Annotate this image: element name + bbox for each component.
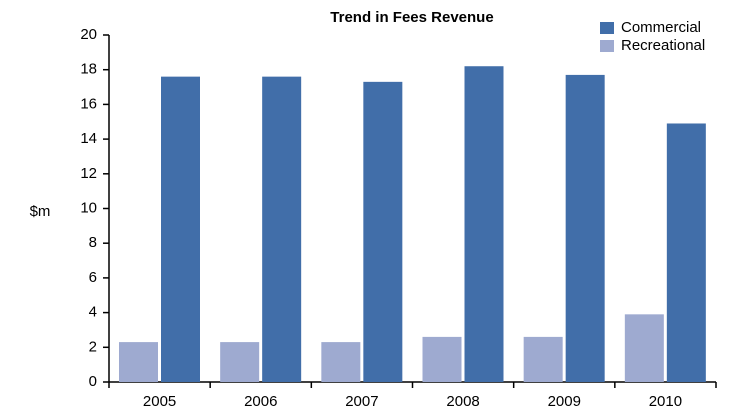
x-tick-label: 2008 (446, 393, 479, 410)
bar (220, 342, 260, 382)
y-tick-label: 2 (89, 338, 97, 355)
x-tick-label: 2006 (244, 393, 277, 410)
y-tick-label: 14 (80, 130, 97, 147)
legend-swatch (600, 22, 614, 34)
bar (161, 76, 200, 382)
y-tick-label: 8 (89, 234, 97, 251)
bar (363, 81, 403, 382)
bar (666, 123, 706, 383)
bar (262, 76, 302, 382)
bar (565, 74, 605, 382)
x-tick-label: 2007 (345, 393, 378, 410)
y-axis-label: $m (30, 203, 51, 220)
y-tick-label: 4 (89, 304, 97, 321)
y-tick-label: 20 (80, 26, 97, 43)
y-tick-label: 6 (89, 269, 97, 286)
y-tick-label: 12 (80, 165, 97, 182)
y-tick-label: 18 (80, 61, 97, 78)
y-tick-label: 16 (80, 95, 97, 112)
legend-swatch (600, 40, 614, 52)
legend-label: Commercial (621, 19, 701, 36)
x-tick-label: 2010 (649, 393, 682, 410)
y-tick-label: 10 (80, 199, 97, 216)
bar (523, 336, 563, 382)
bar (624, 314, 664, 382)
legend-label: Recreational (621, 37, 705, 54)
y-tick-label: 0 (89, 373, 97, 390)
bar (464, 66, 504, 382)
x-tick-label: 2005 (143, 393, 176, 410)
chart-title: Trend in Fees Revenue (330, 9, 493, 26)
bar (119, 342, 158, 382)
bar (422, 336, 462, 382)
bar (321, 342, 361, 382)
x-tick-label: 2009 (548, 393, 581, 410)
